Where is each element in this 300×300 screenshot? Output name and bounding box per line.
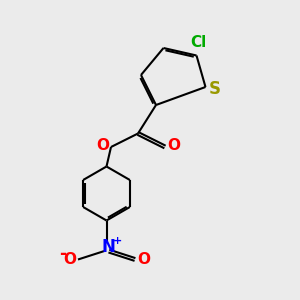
Text: O: O (96, 138, 109, 153)
Text: O: O (137, 252, 150, 267)
Text: O: O (167, 138, 180, 153)
Text: S: S (209, 80, 221, 98)
Text: -: - (59, 245, 66, 263)
Text: Cl: Cl (190, 35, 206, 50)
Text: +: + (112, 236, 122, 246)
Text: N: N (101, 238, 115, 256)
Text: O: O (63, 252, 76, 267)
